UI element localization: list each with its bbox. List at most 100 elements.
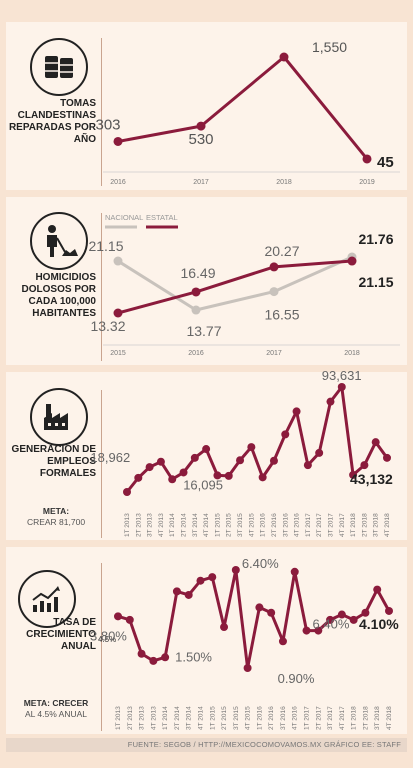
chart3-point-12 bbox=[258, 473, 267, 482]
chart3-tick-13: 2T 2016 bbox=[271, 513, 278, 537]
chart3-data-label-19: 93,631 bbox=[322, 368, 362, 383]
chart3-tick-11: 4T 2015 bbox=[248, 513, 255, 537]
meta-crecimiento-value: AL 4.5% ANUAL bbox=[24, 709, 88, 719]
chart4-point-23 bbox=[385, 606, 393, 615]
chart3-series-line bbox=[125, 385, 389, 493]
chart3-point-14 bbox=[281, 430, 290, 439]
chart4-tick-3: 4T 2013 bbox=[150, 706, 157, 730]
chart2-series-0-data-label-3: 21.76 bbox=[358, 231, 393, 247]
chart4-tick-11: 4T 2015 bbox=[245, 706, 252, 730]
growth-chart-icon bbox=[18, 570, 76, 628]
chart1-point-2 bbox=[279, 52, 289, 62]
chart3-tick-15: 4T 2016 bbox=[294, 513, 301, 537]
chart3-tick-20: 1T 2018 bbox=[350, 513, 357, 537]
chart4-data-label-11: 0.90% bbox=[278, 671, 315, 686]
chart4-data-label-16: 6.40% bbox=[313, 617, 350, 632]
chart3-tick-10: 3T 2015 bbox=[237, 513, 244, 537]
chart4-tick-13: 2T 2016 bbox=[268, 706, 275, 730]
chart4-point-16 bbox=[302, 626, 311, 635]
chart1-point-0 bbox=[113, 136, 123, 146]
chart4-point-9 bbox=[220, 623, 229, 632]
chart3-point-18 bbox=[326, 397, 335, 406]
chart1-tick-1: 2017 bbox=[193, 179, 209, 186]
chart2-series-1-point-1 bbox=[191, 287, 201, 297]
chart4-point-5 bbox=[172, 587, 181, 596]
chart2-legend-estatal: ESTATAL bbox=[146, 213, 178, 222]
chart2-series-1-point-2 bbox=[269, 262, 279, 272]
chart1-data-label-2: 1,550 bbox=[312, 39, 347, 55]
chart2-series-0-line bbox=[117, 255, 353, 312]
chart4-tick-7: 4T 2014 bbox=[197, 706, 204, 730]
chart3-point-10 bbox=[236, 456, 245, 465]
chart2-series-1-data-label-2: 20.27 bbox=[264, 243, 299, 259]
chart3-point-22 bbox=[371, 438, 380, 447]
chart1-point-3 bbox=[362, 154, 372, 164]
chart3-tick-14: 3T 2016 bbox=[282, 513, 289, 537]
chart2-series-1-data-label-3: 21.15 bbox=[358, 274, 393, 290]
chart3-tick-7: 4T 2014 bbox=[203, 513, 210, 537]
chart3-tick-16: 1T 2017 bbox=[305, 513, 312, 537]
chart3-data-label-4: 16,095 bbox=[183, 477, 223, 492]
chart3-point-13 bbox=[269, 456, 278, 465]
chart3-point-1 bbox=[134, 473, 143, 482]
chart1-point-1 bbox=[196, 121, 206, 131]
chart3-point-0 bbox=[123, 488, 131, 496]
chart4-tick-9: 2T 2015 bbox=[221, 706, 228, 730]
chart2-series-1-point-0 bbox=[113, 308, 123, 318]
chart3-point-3 bbox=[156, 457, 165, 466]
panel-1-label: TOMAS CLANDESTINAS REPARADAS POR AÑO bbox=[8, 98, 96, 145]
panel-3-label: GENERACIÓN DE EMPLEOS FORMALES bbox=[11, 444, 96, 479]
chart4-point-22 bbox=[373, 585, 382, 594]
chart2-series-0-data-label-1: 13.77 bbox=[186, 323, 221, 339]
chart4-point-20 bbox=[349, 615, 358, 624]
chart3-point-16 bbox=[303, 461, 312, 470]
chart3-tick-5: 2T 2014 bbox=[181, 513, 188, 537]
chart3-tick-12: 1T 2016 bbox=[260, 513, 267, 537]
meta-empleos: META: CREAR 81,700 bbox=[16, 506, 96, 528]
chart3-point-23 bbox=[383, 453, 391, 462]
chart4-tick-8: 1T 2015 bbox=[209, 706, 216, 730]
meta-empleos-title: META: bbox=[42, 506, 70, 516]
chart4-point-19 bbox=[337, 610, 346, 619]
worker-rubble-icon bbox=[30, 212, 88, 270]
chart4-point-0 bbox=[114, 612, 122, 621]
chart4-tick-12: 1T 2016 bbox=[256, 706, 263, 730]
chart3-point-4 bbox=[168, 475, 177, 484]
source-note: FUENTE: SEGOB / HTTP://MEXICOCOMOVAMOS.M… bbox=[6, 738, 407, 752]
meta-crecimiento: META: CRECER AL 4.5% ANUAL bbox=[16, 698, 96, 720]
chart2-series-1-point-3 bbox=[347, 256, 357, 266]
chart4-tick-14: 3T 2016 bbox=[280, 706, 287, 730]
chart3-tick-17: 2T 2017 bbox=[316, 513, 323, 537]
chart3-point-21 bbox=[360, 461, 369, 470]
chart3-tick-19: 4T 2017 bbox=[339, 513, 346, 537]
chart4-data-label-0: 3.80% bbox=[90, 628, 127, 643]
chart4-point-6 bbox=[184, 590, 193, 599]
chart4-tick-4: 1T 2014 bbox=[162, 706, 169, 730]
chart4-point-3 bbox=[149, 656, 158, 665]
chart4-point-10 bbox=[231, 566, 240, 574]
chart2-series-0-data-label-2: 16.55 bbox=[264, 307, 299, 323]
chart1-tick-3: 2019 bbox=[359, 179, 375, 186]
chart2-series-1-line bbox=[117, 259, 353, 315]
chart4-point-13 bbox=[267, 608, 276, 617]
chart3-tick-21: 2T 2018 bbox=[361, 513, 368, 537]
chart4-tick-16: 1T 2017 bbox=[304, 706, 311, 730]
chart4-tick-19: 4T 2017 bbox=[339, 706, 346, 730]
panel-2-label: HOMICIDIOS DOLOSOS POR CADA 100,000 HABI… bbox=[21, 272, 96, 319]
chart4-data-label-4: 1.50% bbox=[175, 649, 212, 664]
chart3-tick-8: 1T 2015 bbox=[214, 513, 221, 537]
chart4-point-12 bbox=[255, 603, 264, 612]
chart4-point-4 bbox=[161, 653, 170, 662]
chart3-point-17 bbox=[315, 448, 324, 457]
chart3-data-label-1: 18,962 bbox=[90, 450, 130, 465]
chart1-data-label-0: 303 bbox=[95, 116, 120, 133]
chart2-series-0-data-label-0: 21.15 bbox=[88, 238, 123, 254]
divider-1 bbox=[101, 38, 102, 186]
chart4-point-21 bbox=[361, 608, 370, 617]
chart4-tick-0: 1T 2013 bbox=[115, 706, 122, 730]
factory-icon bbox=[30, 388, 88, 446]
chart3-point-5 bbox=[179, 468, 188, 477]
chart4-reference-label: 4.5% bbox=[98, 635, 116, 644]
chart4-tick-6: 3T 2014 bbox=[186, 706, 193, 730]
chart4-point-7 bbox=[196, 576, 205, 585]
